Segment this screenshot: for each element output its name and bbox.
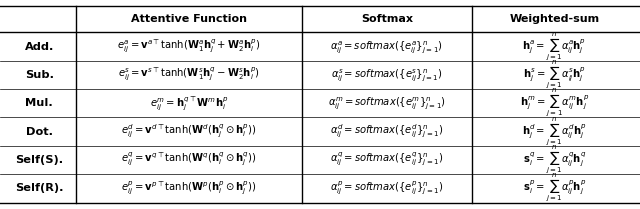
Text: $\alpha^{m}_{ij} = softmax(\{e^{m}_{ij}\}^{n}_{j=1})$: $\alpha^{m}_{ij} = softmax(\{e^{m}_{ij}\… [328, 95, 446, 111]
Text: Softmax: Softmax [361, 14, 413, 24]
Text: $\mathbf{h}^{m}_{j} = \sum^{n}_{j=1} \alpha^{m}_{ij}\mathbf{h}^{p}_{j}$: $\mathbf{h}^{m}_{j} = \sum^{n}_{j=1} \al… [520, 87, 589, 119]
Text: $e^{q}_{ij} = \mathbf{v}^{q\top} \tanh(\mathbf{W}^{q}(\mathbf{h}^{q}_{i} \odot \: $e^{q}_{ij} = \mathbf{v}^{q\top} \tanh(\… [121, 151, 257, 168]
Text: Self(R).: Self(R). [15, 183, 63, 193]
Text: Self(S).: Self(S). [15, 155, 63, 165]
Text: $\alpha^{d}_{ij} = softmax(\{e^{d}_{ij}\}^{n}_{j=1})$: $\alpha^{d}_{ij} = softmax(\{e^{d}_{ij}\… [330, 123, 444, 140]
Text: Add.: Add. [25, 42, 54, 52]
Text: $\alpha^{a}_{ij} = softmax(\{e^{a}_{ij}\}^{n}_{j=1})$: $\alpha^{a}_{ij} = softmax(\{e^{a}_{ij}\… [330, 38, 444, 55]
Text: Mul.: Mul. [26, 98, 53, 108]
Text: $\alpha^{p}_{ij} = softmax(\{e^{p}_{ij}\}^{n}_{j=1})$: $\alpha^{p}_{ij} = softmax(\{e^{p}_{ij}\… [330, 180, 444, 197]
Text: $\mathbf{h}^{d}_{j} = \sum^{n}_{j=1} \alpha^{d}_{ij}\mathbf{h}^{p}_{j}$: $\mathbf{h}^{d}_{j} = \sum^{n}_{j=1} \al… [522, 115, 586, 148]
Text: $\mathbf{s}^{q}_{i} = \sum^{n}_{j=1} \alpha^{q}_{ij}\mathbf{h}^{q}_{j}$: $\mathbf{s}^{q}_{i} = \sum^{n}_{j=1} \al… [523, 144, 586, 176]
Text: $\alpha^{s}_{ij} = softmax(\{e^{s}_{ij}\}^{n}_{j=1})$: $\alpha^{s}_{ij} = softmax(\{e^{s}_{ij}\… [331, 67, 443, 83]
Text: $\mathbf{s}^{p}_{i} = \sum^{n}_{j=1} \alpha^{p}_{ij}\mathbf{h}^{p}_{j}$: $\mathbf{s}^{p}_{i} = \sum^{n}_{j=1} \al… [523, 172, 586, 204]
Text: $\mathbf{h}^{s}_{j} = \sum^{n}_{j=1} \alpha^{s}_{ij}\mathbf{h}^{p}_{j}$: $\mathbf{h}^{s}_{j} = \sum^{n}_{j=1} \al… [523, 59, 586, 91]
Text: $e^{m}_{ij} = \mathbf{h}^{q\top}_{j} \mathbf{W}^{m}\mathbf{h}^{p}_{i}$: $e^{m}_{ij} = \mathbf{h}^{q\top}_{j} \ma… [150, 94, 228, 112]
Text: $\alpha^{q}_{ij} = softmax(\{e^{q}_{ij}\}^{n}_{j=1})$: $\alpha^{q}_{ij} = softmax(\{e^{q}_{ij}\… [330, 151, 444, 168]
Text: $e^{d}_{ij} = \mathbf{v}^{d\top} \tanh(\mathbf{W}^{d}(\mathbf{h}^{q}_{j} \odot \: $e^{d}_{ij} = \mathbf{v}^{d\top} \tanh(\… [121, 123, 257, 140]
Text: Dot.: Dot. [26, 126, 53, 136]
Text: Sub.: Sub. [25, 70, 54, 80]
Text: Weighted-sum: Weighted-sum [509, 14, 599, 24]
Text: $\mathbf{h}^{a}_{j} = \sum^{n}_{j=1} \alpha^{a}_{ij}\mathbf{h}^{p}_{j}$: $\mathbf{h}^{a}_{j} = \sum^{n}_{j=1} \al… [522, 31, 586, 63]
Text: $e^{a}_{ij} = \mathbf{v}^{a\top} \tanh(\mathbf{W}^{a}_{1}\mathbf{h}^{q}_{j} + \m: $e^{a}_{ij} = \mathbf{v}^{a\top} \tanh(\… [117, 38, 260, 55]
Text: $e^{s}_{ij} = \mathbf{v}^{s\top} \tanh(\mathbf{W}^{s}_{1}\mathbf{h}^{q}_{j} - \m: $e^{s}_{ij} = \mathbf{v}^{s\top} \tanh(\… [118, 66, 260, 83]
Text: Attentive Function: Attentive Function [131, 14, 247, 24]
Text: $e^{p}_{ij} = \mathbf{v}^{p\top} \tanh(\mathbf{W}^{p}(\mathbf{h}^{p}_{i} \odot \: $e^{p}_{ij} = \mathbf{v}^{p\top} \tanh(\… [121, 180, 257, 197]
